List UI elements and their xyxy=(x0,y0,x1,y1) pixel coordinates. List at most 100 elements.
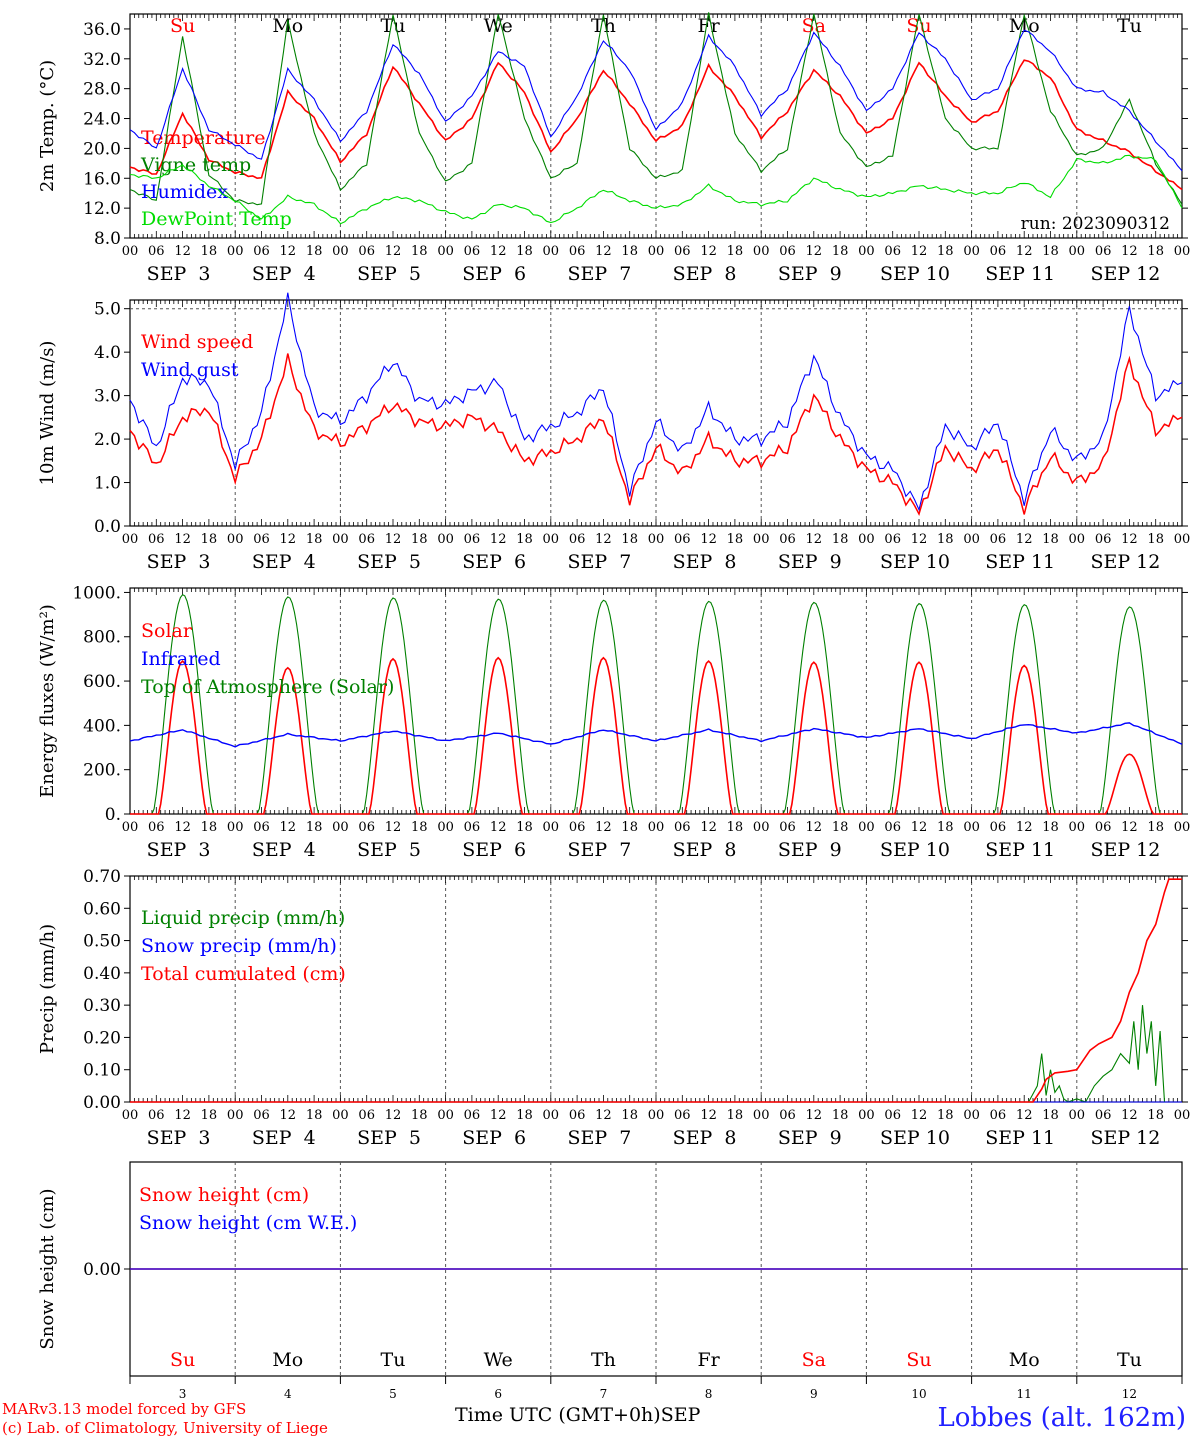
hour-tick-label: 00 xyxy=(122,820,139,835)
series-line-wind-speed xyxy=(129,353,1183,516)
hour-tick-label: 00 xyxy=(753,532,770,547)
hour-tick-label: 12 xyxy=(1121,532,1138,547)
hour-tick-label: 00 xyxy=(1174,820,1191,835)
hour-tick-label: 18 xyxy=(201,532,218,547)
hour-tick-label: 00 xyxy=(543,532,560,547)
hour-tick-label: 12 xyxy=(595,532,612,547)
y-tick-label: 20.0 xyxy=(83,139,121,159)
legend-infrared: Infrared xyxy=(141,648,221,670)
hour-tick-label: 00 xyxy=(648,532,665,547)
hour-tick-label: 18 xyxy=(1147,244,1164,259)
hour-tick-label: 06 xyxy=(990,244,1007,259)
y-tick-label: 5.0 xyxy=(94,300,121,320)
hour-tick-label: 18 xyxy=(411,1108,428,1123)
panel-4: 00 06 12 18 SEP 3 00 06 12 18 SEP 4 00 06 12 18 SEP 5 0… xyxy=(37,867,1190,1149)
hour-tick-label: 06 xyxy=(884,532,901,547)
date-label: SEP 10 xyxy=(880,1127,950,1149)
date-label: SEP 10 xyxy=(880,263,950,285)
y-tick-label: 2.0 xyxy=(94,430,121,450)
hour-tick-label: 12 xyxy=(1016,532,1033,547)
hour-tick-label: 00 xyxy=(227,820,244,835)
y-tick-label: 3.0 xyxy=(94,387,121,407)
date-label: SEP 12 xyxy=(1090,551,1160,573)
time-axis-text: Time UTC (GMT+0h) xyxy=(455,1404,661,1426)
hour-tick-label: 00 xyxy=(753,244,770,259)
time-axis-month: SEP xyxy=(660,1404,701,1426)
hour-tick-label: 18 xyxy=(832,1108,849,1123)
series-line-temperature xyxy=(129,59,1183,191)
hour-tick-label: 06 xyxy=(990,820,1007,835)
y-tick-label: 0.00 xyxy=(83,1093,121,1113)
hour-tick-label: 00 xyxy=(648,244,665,259)
hour-tick-label: 06 xyxy=(464,244,481,259)
date-label: SEP 9 xyxy=(778,1127,842,1149)
date-label: SEP 7 xyxy=(567,551,631,573)
date-label: SEP 7 xyxy=(567,1127,631,1149)
date-label: SEP 11 xyxy=(985,551,1055,573)
hour-tick-label: 06 xyxy=(148,1108,165,1123)
hour-tick-label: 06 xyxy=(253,1108,270,1123)
hour-tick-label: 06 xyxy=(569,532,586,547)
hour-tick-label: 12 xyxy=(174,1108,191,1123)
y-axis-label: 10m Wind (m/s) xyxy=(37,341,58,486)
series-line-liquid-precip--mm-h- xyxy=(130,1005,1182,1103)
hour-tick-label: 18 xyxy=(621,244,638,259)
hour-tick-label: 12 xyxy=(1121,1108,1138,1123)
y-tick-label: 0.70 xyxy=(83,867,121,887)
hour-tick-label: 12 xyxy=(911,820,928,835)
hour-tick-label: 06 xyxy=(464,532,481,547)
date-number-label: 9 xyxy=(810,1387,818,1401)
date-label: SEP 9 xyxy=(778,263,842,285)
weekday-label: Tu xyxy=(1117,15,1142,37)
hour-tick-label: 06 xyxy=(884,244,901,259)
hour-tick-label: 12 xyxy=(490,244,507,259)
y-tick-label: 16.0 xyxy=(83,169,121,189)
hour-tick-label: 12 xyxy=(700,244,717,259)
hour-tick-label: 00 xyxy=(227,532,244,547)
date-label: SEP 8 xyxy=(673,551,737,573)
panel-3: 00 06 12 18 SEP 3 00 06 12 18 SEP 4 00 06 12 18 SEP 5 0… xyxy=(37,583,1190,861)
hour-tick-label: 00 xyxy=(858,1108,875,1123)
date-label: SEP 7 xyxy=(567,839,631,861)
hour-tick-label: 12 xyxy=(280,1108,297,1123)
hour-tick-label: 18 xyxy=(832,532,849,547)
date-label: SEP 4 xyxy=(252,551,316,573)
weekday-label: Tu xyxy=(381,1349,406,1371)
date-number-label: 5 xyxy=(389,1387,397,1401)
hour-tick-label: 18 xyxy=(1147,1108,1164,1123)
hour-tick-label: 12 xyxy=(806,1108,823,1123)
weekday-label: Su xyxy=(906,1349,931,1371)
hour-tick-label: 00 xyxy=(332,244,349,259)
hour-tick-label: 00 xyxy=(753,1108,770,1123)
date-number-label: 12 xyxy=(1122,1387,1137,1401)
weekday-label: Tu xyxy=(1117,1349,1142,1371)
hour-tick-label: 00 xyxy=(753,820,770,835)
plot-frame xyxy=(129,13,1183,239)
hour-tick-label: 06 xyxy=(779,244,796,259)
hour-tick-label: 00 xyxy=(648,1108,665,1123)
legend-snow-height--cm-w-e--: Snow height (cm W.E.) xyxy=(139,1212,357,1234)
date-label: SEP 10 xyxy=(880,839,950,861)
hour-tick-label: 12 xyxy=(595,820,612,835)
hour-tick-label: 18 xyxy=(832,820,849,835)
weekday-label: Su xyxy=(170,1349,195,1371)
date-label: SEP 9 xyxy=(778,551,842,573)
hour-tick-label: 18 xyxy=(516,244,533,259)
date-label: SEP 3 xyxy=(147,839,211,861)
hour-tick-label: 12 xyxy=(806,820,823,835)
weekday-label: Mo xyxy=(272,15,303,37)
model-credit: MARv3.13 model forced by GFS xyxy=(2,1400,247,1418)
y-tick-label: 0.0 xyxy=(94,517,121,537)
series-line-infrared xyxy=(129,722,1183,748)
hour-tick-label: 00 xyxy=(1174,244,1191,259)
hour-tick-label: 00 xyxy=(332,1108,349,1123)
legend-vigne-temp: Vigne temp xyxy=(140,154,251,176)
y-tick-label: 0.50 xyxy=(83,932,121,952)
hour-tick-label: 00 xyxy=(437,244,454,259)
hour-tick-label: 06 xyxy=(990,532,1007,547)
station-title: Lobbes (alt. 162m) xyxy=(937,1403,1186,1433)
y-axis-label: 2m Temp. (°C) xyxy=(37,60,58,192)
hour-tick-label: 06 xyxy=(358,244,375,259)
hour-tick-label: 06 xyxy=(253,244,270,259)
